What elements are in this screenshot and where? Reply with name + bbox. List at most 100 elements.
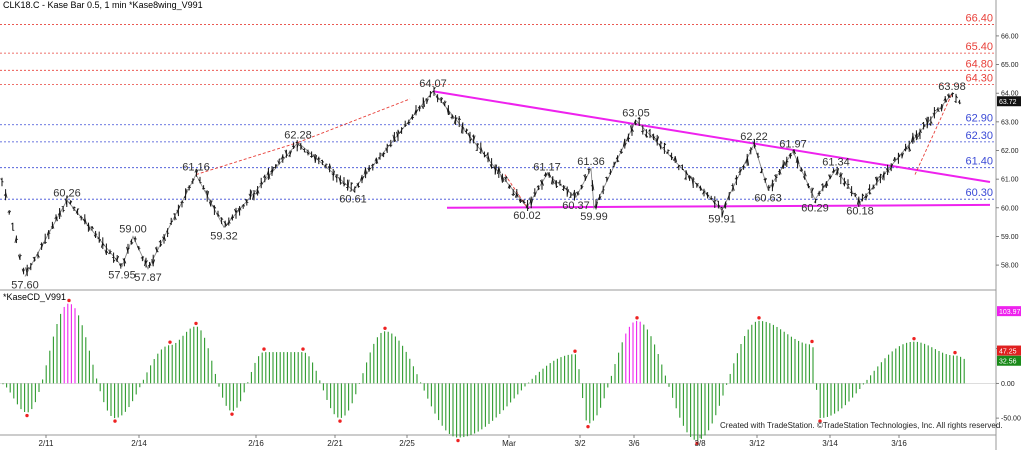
price-bar-close [401, 127, 404, 130]
price-bar-close [282, 156, 285, 159]
price-bar-close [520, 199, 523, 203]
swing-label: 60.29 [801, 202, 829, 214]
price-bar-open [183, 195, 186, 199]
price-bar-open [435, 95, 438, 99]
price-bar-open [457, 118, 460, 121]
price-bar-open [734, 177, 737, 180]
price-bar-open [792, 150, 795, 152]
price-bar-close [228, 220, 231, 224]
price-bar-open [669, 154, 672, 158]
price-bar-close [689, 175, 692, 180]
price-bar-close [376, 159, 379, 164]
price-bar-open [874, 176, 878, 182]
price-bar-close [156, 249, 159, 253]
histogram-peak-marker [262, 347, 266, 351]
price-bar-open [504, 176, 507, 180]
price-bar-open [903, 148, 906, 152]
price-bar-close [646, 135, 649, 138]
price-bar-open [709, 198, 712, 200]
price-bar-close [718, 203, 721, 208]
price-bar-close [552, 180, 555, 184]
price-bar-open [32, 256, 35, 260]
price-bar-close [268, 170, 271, 180]
price-bar-close [314, 154, 318, 163]
price-bar-close [408, 121, 411, 124]
price-bar-close [95, 233, 98, 236]
price-bar-open [950, 93, 953, 95]
price-tick-label: 58.00 [1001, 263, 1019, 270]
price-bar-close [430, 91, 433, 94]
swing-label: 62.28 [284, 129, 312, 141]
price-bar-open [957, 100, 960, 103]
price-bar-close [890, 163, 894, 169]
price-bar-close [804, 172, 807, 177]
price-bar-open [666, 151, 669, 154]
price-bar-close [606, 177, 609, 182]
price-bar-open [946, 94, 950, 98]
price-bar-close [260, 181, 264, 185]
price-bar-close [538, 187, 541, 190]
price-bar-open [187, 186, 190, 188]
price-bar-close [473, 135, 476, 141]
swing-label: 60.26 [53, 187, 81, 199]
price-bar-open [748, 149, 752, 152]
histogram-peak-marker [301, 347, 305, 351]
price-bar-close [750, 147, 753, 150]
price-bar-open [605, 176, 607, 179]
price-bar-close [685, 170, 688, 176]
price-bar-close [854, 194, 858, 197]
price-bar-open [781, 163, 784, 169]
price-bar-close [505, 176, 508, 179]
swing-label: 63.05 [622, 107, 650, 119]
price-bar-open [158, 240, 161, 243]
date-tick-label: 2/16 [248, 439, 264, 448]
price-bar-close [530, 199, 534, 206]
price-bar-close [45, 242, 47, 244]
histogram-trough-marker [113, 419, 117, 423]
price-bar-close [365, 169, 368, 175]
hist-value-label: 32.56 [999, 359, 1017, 366]
price-bar-close [196, 169, 199, 174]
price-bar-open [612, 165, 615, 168]
price-bar-open [244, 199, 248, 203]
target-label: 64.80 [965, 58, 993, 70]
histogram-peak-marker [573, 349, 577, 353]
price-bar-open [936, 107, 939, 111]
price-bar-close [487, 154, 490, 162]
price-bar-open [910, 135, 914, 143]
price-bar-close [721, 210, 724, 218]
price-bar-open [241, 205, 244, 207]
price-bar-close [923, 123, 926, 128]
price-bar-open [363, 167, 366, 175]
price-bar-close [181, 200, 184, 204]
price-bar-close [955, 95, 958, 99]
price-bar-open [471, 135, 474, 138]
price-bar-open [774, 174, 777, 178]
price-bar-close [390, 144, 393, 147]
price-bar-close [829, 175, 832, 180]
price-bar-close [448, 109, 451, 115]
price-bar-close [595, 201, 598, 210]
date-tick-label: 3/16 [891, 439, 907, 448]
price-bar-open [569, 196, 572, 198]
price-bar-open [428, 95, 431, 98]
price-bar-open [162, 236, 165, 240]
price-bar-close [149, 263, 152, 266]
date-tick-label: 2/25 [399, 439, 415, 448]
price-bar-close [620, 151, 623, 154]
price-bar-close [433, 87, 436, 90]
price-bar-open [918, 131, 921, 137]
price-bar-open [464, 130, 467, 133]
price-bar-close [502, 175, 505, 183]
price-bar-open [558, 181, 561, 184]
price-bar-close [84, 217, 87, 224]
price-bar-close [206, 190, 210, 198]
price-bar-open [3, 193, 6, 196]
price-bar-close [822, 185, 825, 189]
price-bar-close [894, 158, 897, 160]
price-bar-open [784, 159, 788, 166]
price-bar-open [396, 131, 399, 139]
projection-segment [195, 142, 299, 175]
price-bar-open [482, 152, 485, 155]
swing-label: 60.37 [562, 200, 590, 212]
